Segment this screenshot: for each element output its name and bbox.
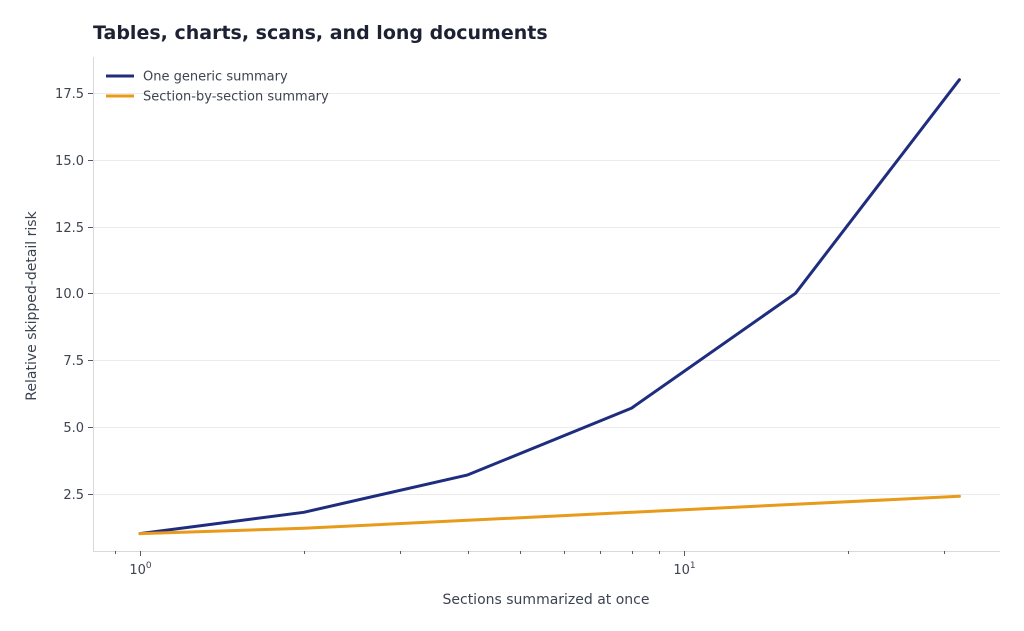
x-tick-label: 100 [129,561,152,578]
y-tick-label: 12.5 [55,221,84,236]
legend-label-1: One generic summary [143,70,288,85]
series-lines [138,78,961,536]
y-tick-label: 15.0 [55,154,84,169]
x-tick-label: 101 [673,561,695,578]
chart-title: Tables, charts, scans, and long document… [93,22,548,44]
y-axis-label: Relative skipped-detail risk [24,210,40,400]
x-axis-label: Sections summarized at once [443,592,650,608]
y-tick-label: 7.5 [63,354,84,369]
y-tick-label: 2.5 [63,488,84,503]
y-tick-label: 5.0 [63,421,84,436]
grid-lines [93,93,1000,495]
y-tick-label: 10.0 [55,287,84,302]
legend: One generic summary Section-by-section su… [106,70,329,105]
legend-label-2: Section-by-section summary [143,90,329,105]
axis-ticks: 2.5 5.0 7.5 10.0 12.5 15.0 17.5 100 101 [55,87,945,578]
series-line-1 [138,78,961,536]
series-line-2 [138,494,961,536]
y-tick-label: 17.5 [55,87,84,102]
